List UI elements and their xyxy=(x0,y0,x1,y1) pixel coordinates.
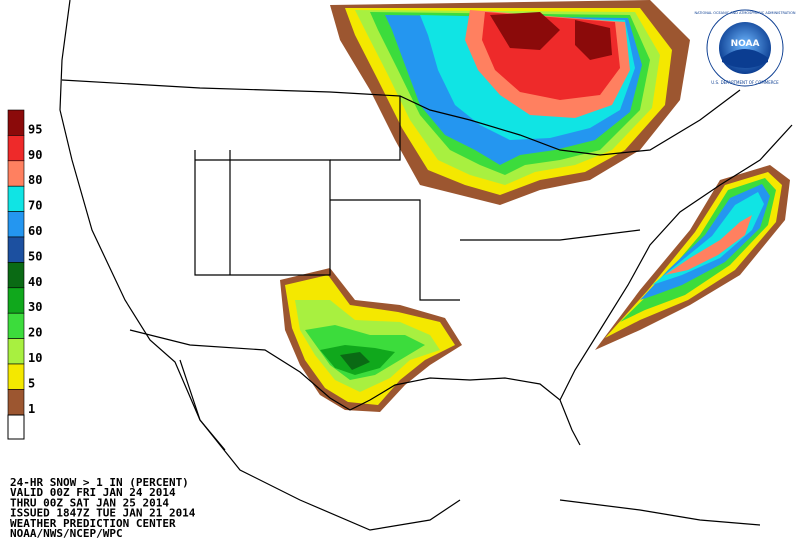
logo-ring-bottom: U.S. DEPARTMENT OF COMMERCE xyxy=(711,80,779,85)
caption: 24-HR SNOW > 1 IN (PERCENT)VALID 00Z FRI… xyxy=(10,476,196,540)
legend-swatch xyxy=(7,160,25,187)
probability-areas xyxy=(280,0,790,412)
legend: 95 90 80 70 60 50 40 30 20 10 5 1 xyxy=(7,109,42,416)
legend-swatch xyxy=(7,185,25,212)
legend-blank xyxy=(7,414,25,440)
legend-label: 80 xyxy=(28,173,42,187)
logo-ring-top: NATIONAL OCEANIC AND ATMOSPHERIC ADMINIS… xyxy=(695,11,796,15)
legend-swatch xyxy=(7,389,25,416)
legend-swatch xyxy=(7,338,25,365)
legend-label: 10 xyxy=(28,351,42,365)
legend-swatch xyxy=(7,135,25,162)
legend-swatch xyxy=(7,287,25,314)
legend-label: 1 xyxy=(28,402,35,416)
legend-label: 95 xyxy=(28,122,42,136)
legend-label: 30 xyxy=(28,300,42,314)
legend-label: 70 xyxy=(28,199,42,213)
noaa-logo: NOAA NATIONAL OCEANIC AND ATMOSPHERIC AD… xyxy=(695,9,796,87)
legend-swatch xyxy=(7,262,25,289)
probability-area xyxy=(575,20,612,60)
probability-area xyxy=(490,12,560,50)
legend-label: 20 xyxy=(28,326,42,340)
legend-label: 50 xyxy=(28,249,42,263)
legend-swatch xyxy=(7,109,25,136)
legend-label: 90 xyxy=(28,148,42,162)
legend-swatch xyxy=(7,312,25,339)
borders xyxy=(59,0,793,531)
logo-name: NOAA xyxy=(731,39,760,49)
legend-swatch xyxy=(7,236,25,263)
caption-line: VALID 00Z FRI JAN 24 2014 xyxy=(10,486,176,499)
legend-swatch xyxy=(7,363,25,390)
probability-area xyxy=(652,192,764,285)
caption-line: NOAA/NWS/NCEP/WPC xyxy=(10,527,123,540)
legend-label: 40 xyxy=(28,275,42,289)
caption-line: 24-HR SNOW > 1 IN (PERCENT) xyxy=(10,476,189,489)
caption-line: WEATHER PREDICTION CENTER xyxy=(10,517,176,530)
caption-line: ISSUED 1847Z TUE JAN 21 2014 xyxy=(10,507,196,520)
legend-swatch xyxy=(7,211,25,238)
legend-label: 60 xyxy=(28,224,42,238)
legend-label: 5 xyxy=(28,376,35,390)
probability-area xyxy=(665,215,752,275)
caption-line: THRU 00Z SAT JAN 25 2014 xyxy=(10,496,169,509)
probability-area xyxy=(340,352,370,370)
